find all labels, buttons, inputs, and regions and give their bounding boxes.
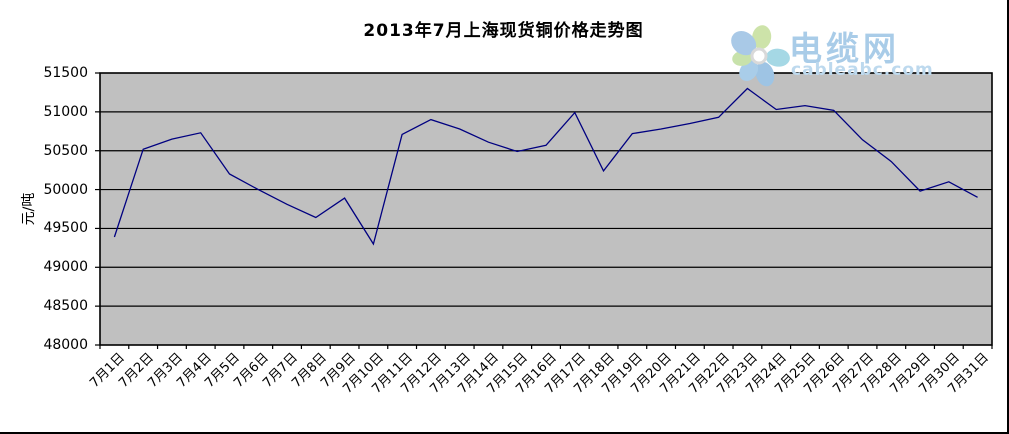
brand-logo: 电缆网 cableabc.com xyxy=(723,24,993,87)
plot-area xyxy=(100,73,992,345)
flower-petal xyxy=(755,61,775,87)
y-axis-tick-label: 49000 xyxy=(43,259,88,276)
y-axis-tick-label: 51500 xyxy=(43,65,88,81)
brand-name: 电缆网 xyxy=(789,29,900,68)
flower-icon xyxy=(731,25,790,87)
y-axis-tick-label: 51000 xyxy=(43,103,88,120)
brand-domain: cableabc.com xyxy=(791,60,934,80)
price-line xyxy=(113,87,978,246)
y-axis-tick-label: 50500 xyxy=(43,142,88,159)
y-axis-tick-label: 50000 xyxy=(43,181,88,198)
flower-petal xyxy=(752,25,772,50)
y-axis-title: 元/吨 xyxy=(21,192,37,226)
flower-center xyxy=(750,47,768,65)
flower-petal xyxy=(731,31,757,56)
plot-border xyxy=(99,72,993,346)
y-axis-tick-label: 48000 xyxy=(43,337,88,353)
y-axis-tick-label: 49500 xyxy=(43,220,88,237)
y-axis-tick-label: 48500 xyxy=(43,298,88,315)
flower-petal xyxy=(765,48,790,67)
chart-title: 2013年7月上海现货铜价格走势图 xyxy=(363,21,644,41)
